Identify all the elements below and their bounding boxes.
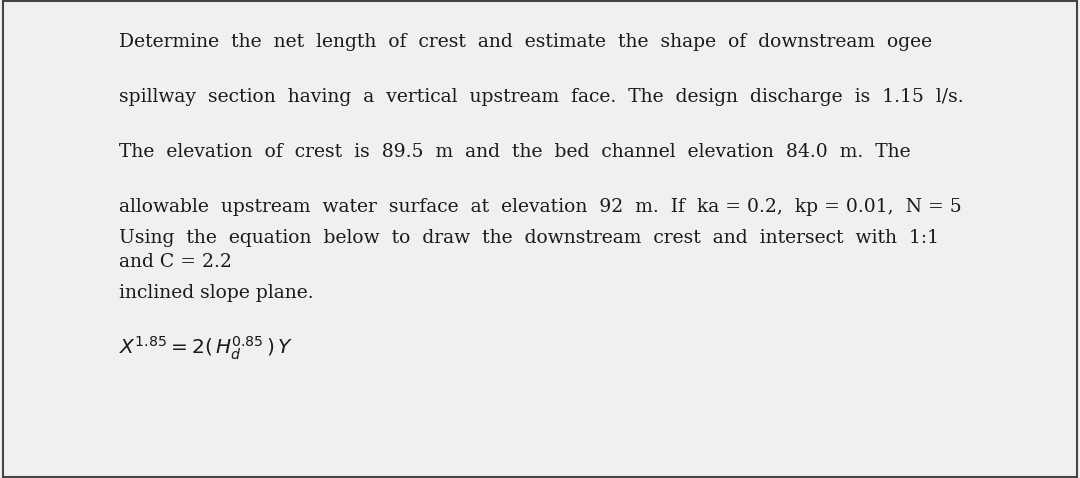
Text: $X^{1.85} = 2(\,H_{d}^{0.85}\,)\,Y$: $X^{1.85} = 2(\,H_{d}^{0.85}\,)\,Y$ (119, 335, 293, 362)
Text: Determine  the  net  length  of  crest  and  estimate  the  shape  of  downstrea: Determine the net length of crest and es… (119, 33, 932, 52)
Text: spillway  section  having  a  vertical  upstream  face.  The  design  discharge : spillway section having a vertical upstr… (119, 88, 963, 107)
Text: and C = 2.2: and C = 2.2 (119, 253, 232, 272)
Text: allowable  upstream  water  surface  at  elevation  92  m.  If  ka = 0.2,  kp = : allowable upstream water surface at elev… (119, 198, 961, 217)
Text: inclined slope plane.: inclined slope plane. (119, 284, 313, 303)
Text: The  elevation  of  crest  is  89.5  m  and  the  bed  channel  elevation  84.0 : The elevation of crest is 89.5 m and the… (119, 143, 910, 162)
Text: Using  the  equation  below  to  draw  the  downstream  crest  and  intersect  w: Using the equation below to draw the dow… (119, 229, 939, 248)
